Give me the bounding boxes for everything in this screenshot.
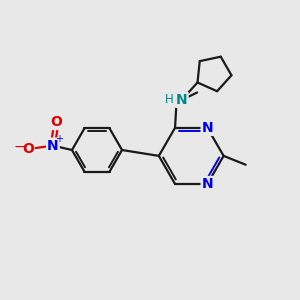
Text: N: N <box>176 93 188 107</box>
Text: H: H <box>165 93 173 106</box>
Text: N: N <box>202 177 213 191</box>
Text: N: N <box>47 139 58 153</box>
Text: O: O <box>22 142 34 155</box>
Text: +: + <box>55 134 63 144</box>
Text: O: O <box>50 115 62 129</box>
Text: −: − <box>13 140 25 154</box>
Text: N: N <box>202 121 213 135</box>
